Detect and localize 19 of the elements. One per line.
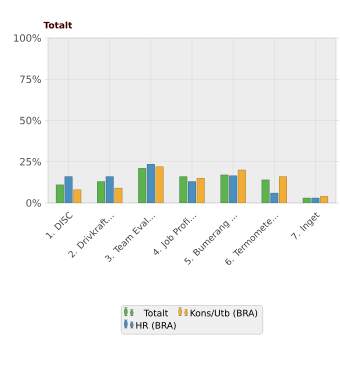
chart-title: Totalt [44,22,72,28]
bar [146,164,155,203]
bar [229,176,238,203]
bar [56,184,64,203]
bar [279,176,287,203]
y-tick-label: 100% [14,34,41,42]
y-tick-label: 75% [20,75,41,84]
legend-label: Kons/Utb (BRA) [190,310,258,318]
y-tick-label: 25% [20,158,41,166]
legend-label: Totalt [144,310,168,316]
y-tick-label: 50% [20,116,41,124]
bar [156,166,164,203]
bar [138,168,146,203]
bar [238,170,246,203]
bar [220,174,228,203]
bar [262,180,270,203]
bar [64,176,73,203]
legend-label: HR (BRA) [136,322,176,330]
y-tick-label: 0% [26,199,41,207]
